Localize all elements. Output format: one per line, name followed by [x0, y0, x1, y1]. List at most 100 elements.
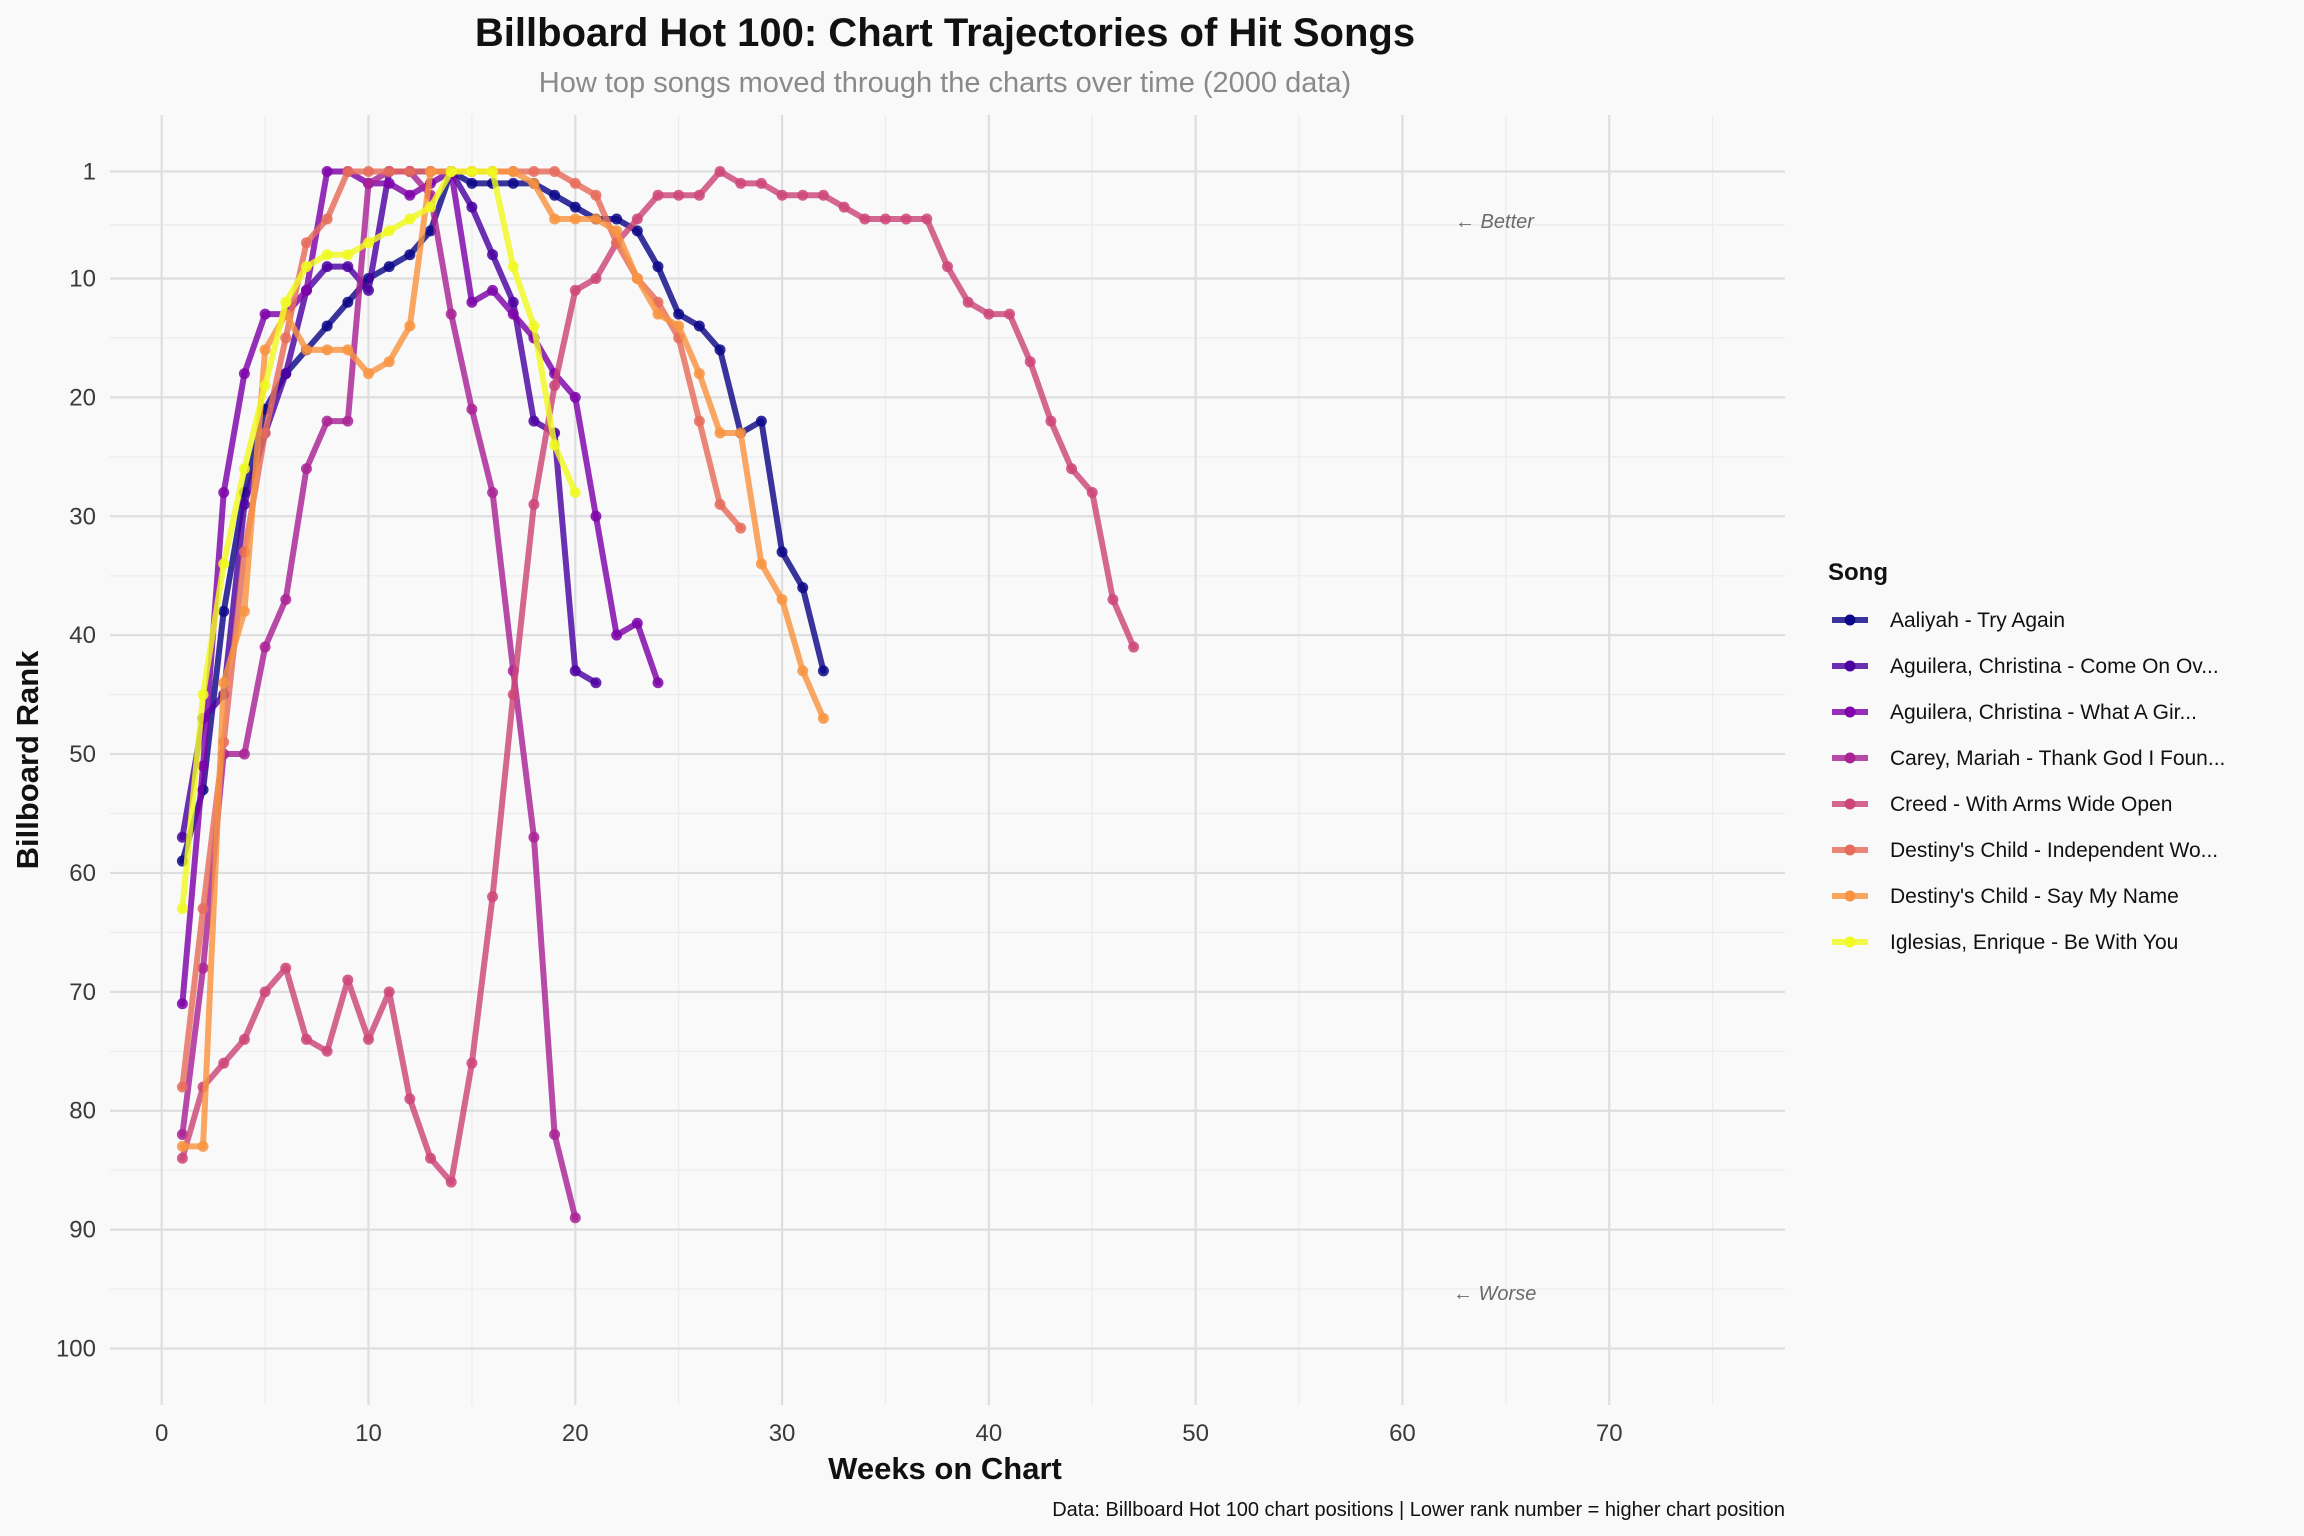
data-point	[528, 831, 540, 843]
data-point	[218, 1057, 230, 1069]
data-point	[383, 261, 395, 273]
data-point	[362, 177, 374, 189]
data-point	[549, 439, 561, 451]
chart-subtitle: How top songs moved through the charts o…	[539, 67, 1351, 99]
data-point	[714, 427, 726, 439]
data-point	[693, 189, 705, 201]
data-point	[300, 463, 312, 475]
data-point	[528, 415, 540, 427]
data-point	[238, 498, 250, 510]
data-point	[383, 225, 395, 237]
data-point	[776, 593, 788, 605]
data-point	[280, 296, 292, 308]
data-point	[859, 213, 871, 225]
data-point	[197, 1140, 209, 1152]
series-line	[179, 168, 827, 1150]
axis-labels: 0 10 20 30 40 50 60 70 1 10 20 30 40 50 60 70 80 90 100	[56, 158, 1623, 1447]
series-group	[176, 165, 581, 1224]
series-group	[176, 165, 1140, 1188]
y-tick-label: 20	[69, 384, 96, 411]
data-point	[259, 986, 271, 998]
legend-label: Aguilera, Christina - What A Gir...	[1890, 701, 2197, 724]
data-point	[631, 213, 643, 225]
x-tick-label: 20	[562, 1420, 589, 1447]
y-tick-label: 60	[69, 860, 96, 887]
x-tick-label: 10	[355, 1420, 382, 1447]
x-tick-label: 30	[769, 1420, 796, 1447]
data-point	[817, 712, 829, 724]
data-point	[383, 356, 395, 368]
data-point	[259, 641, 271, 653]
data-point	[487, 891, 499, 903]
data-point	[342, 296, 354, 308]
data-point	[507, 177, 519, 189]
data-point	[507, 689, 519, 701]
data-point	[176, 1152, 188, 1164]
data-point	[549, 1129, 561, 1141]
data-point	[176, 831, 188, 843]
series-line	[179, 168, 579, 912]
data-point	[362, 237, 374, 249]
legend-key-point	[1844, 706, 1856, 718]
x-tick-label: 60	[1389, 1420, 1416, 1447]
data-point	[611, 225, 623, 237]
legend-title: Song	[1828, 559, 1888, 586]
data-point	[362, 284, 374, 296]
data-point	[238, 748, 250, 760]
series-layer	[176, 165, 1140, 1224]
data-point	[197, 903, 209, 915]
data-point	[176, 998, 188, 1010]
data-point	[528, 498, 540, 510]
data-point	[445, 165, 457, 177]
data-point	[838, 201, 850, 213]
y-tick-label: 30	[69, 503, 96, 530]
data-point	[280, 332, 292, 344]
series-line	[179, 168, 579, 1221]
data-point	[404, 249, 416, 261]
series-group	[176, 165, 581, 915]
data-point	[176, 1140, 188, 1152]
data-point	[238, 463, 250, 475]
chart-title: Billboard Hot 100: Chart Trajectories of…	[475, 11, 1415, 55]
data-point	[611, 629, 623, 641]
legend-label: Carey, Mariah - Thank God I Foun...	[1890, 747, 2225, 770]
data-point	[383, 986, 395, 998]
data-point	[549, 213, 561, 225]
legend-key-point	[1844, 660, 1856, 672]
data-point	[321, 344, 333, 356]
data-point	[569, 177, 581, 189]
data-point	[714, 498, 726, 510]
y-tick-label: 40	[69, 622, 96, 649]
data-point	[673, 189, 685, 201]
data-point	[280, 593, 292, 605]
data-point	[1128, 641, 1140, 653]
data-point	[549, 189, 561, 201]
data-point	[342, 974, 354, 986]
data-point	[652, 189, 664, 201]
x-axis-title: Weeks on Chart	[828, 1451, 1062, 1486]
data-point	[735, 427, 747, 439]
data-point	[652, 677, 664, 689]
data-point	[652, 261, 664, 273]
data-point	[879, 213, 891, 225]
data-point	[631, 225, 643, 237]
data-point	[466, 201, 478, 213]
data-point	[569, 284, 581, 296]
data-point	[342, 415, 354, 427]
legend-label: Destiny's Child - Independent Wo...	[1890, 839, 2218, 862]
data-point	[383, 165, 395, 177]
data-point	[404, 320, 416, 332]
data-point	[797, 582, 809, 594]
data-point	[673, 320, 685, 332]
data-point	[197, 760, 209, 772]
data-point	[487, 284, 499, 296]
plot-panel	[110, 115, 1785, 1405]
data-point	[362, 1033, 374, 1045]
data-point	[693, 320, 705, 332]
data-point	[259, 379, 271, 391]
data-point	[1066, 463, 1078, 475]
data-point	[735, 177, 747, 189]
data-point	[218, 558, 230, 570]
data-point	[445, 1176, 457, 1188]
data-point	[487, 249, 499, 261]
